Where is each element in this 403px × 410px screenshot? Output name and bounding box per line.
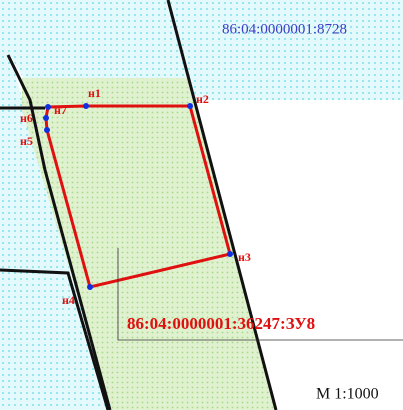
boundary [166, 0, 278, 410]
boundary [0, 268, 110, 410]
leader-line [117, 248, 403, 341]
boundary [6, 54, 112, 410]
cyan-area [0, 0, 403, 100]
point-label: н5 [20, 134, 33, 148]
vertices [43, 103, 233, 290]
point-label: н1 [88, 86, 101, 100]
parcel-label: 86:04:0000001:36247:ЗУ8 [127, 314, 315, 333]
point-label: н2 [196, 92, 209, 106]
green-area [22, 78, 275, 410]
point-label: н4 [62, 293, 75, 307]
scale-label: М 1:1000 [316, 386, 379, 403]
parcel-label: 86:04:0000001:8728 [222, 21, 347, 37]
point-label: н6 [20, 111, 33, 125]
point-label: н3 [238, 250, 251, 264]
point-label: н7 [54, 103, 67, 117]
cyan-strip [0, 0, 170, 410]
